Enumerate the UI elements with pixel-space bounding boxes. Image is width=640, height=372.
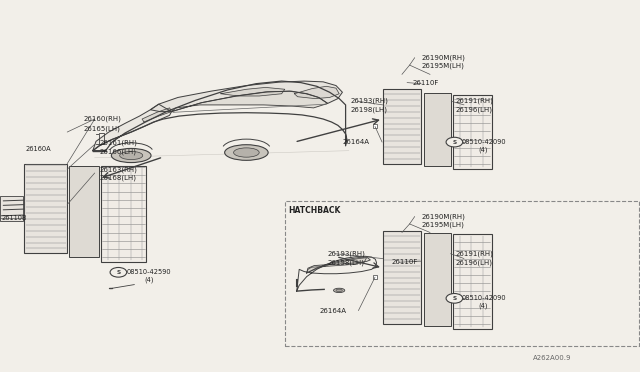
Ellipse shape [336, 289, 342, 292]
Text: 26198(LH): 26198(LH) [351, 106, 388, 113]
Polygon shape [307, 257, 371, 273]
Text: 26110F: 26110F [413, 80, 439, 86]
Ellipse shape [333, 288, 345, 292]
Polygon shape [93, 104, 172, 151]
Text: 26190M(RH): 26190M(RH) [421, 213, 465, 220]
Text: 08510-42090: 08510-42090 [462, 295, 507, 301]
Text: A262A00.9: A262A00.9 [532, 355, 571, 361]
Text: HATCHBACK: HATCHBACK [288, 206, 340, 215]
Polygon shape [221, 87, 285, 96]
Ellipse shape [225, 145, 268, 160]
Circle shape [446, 137, 463, 147]
Text: 26160(RH): 26160(RH) [83, 116, 121, 122]
Ellipse shape [120, 151, 143, 160]
Text: 26191(RH): 26191(RH) [456, 250, 493, 257]
Text: 08510-42090: 08510-42090 [462, 139, 507, 145]
Text: 26168(LH): 26168(LH) [99, 174, 136, 181]
Bar [24, 164, 67, 253]
Text: S: S [452, 140, 456, 145]
Text: 26164A: 26164A [342, 139, 369, 145]
Text: 26163(RH): 26163(RH) [99, 166, 137, 173]
Text: 26193(RH): 26193(RH) [351, 98, 388, 105]
Bar [383, 89, 421, 164]
Text: 26165(LH): 26165(LH) [83, 125, 120, 132]
Bar [424, 232, 451, 326]
Polygon shape [142, 108, 172, 122]
Text: 26191(RH): 26191(RH) [456, 98, 493, 105]
Bar [453, 234, 492, 329]
Polygon shape [172, 91, 328, 112]
Bar [0, 196, 23, 221]
Bar [285, 201, 639, 346]
Ellipse shape [111, 148, 151, 163]
Ellipse shape [234, 148, 259, 157]
Text: (4): (4) [479, 302, 488, 309]
Text: 26196(LH): 26196(LH) [456, 106, 493, 113]
Polygon shape [294, 86, 339, 99]
Text: S: S [116, 270, 120, 275]
Bar [383, 231, 421, 324]
Text: S: S [452, 296, 456, 301]
Text: 26190M(RH): 26190M(RH) [421, 54, 465, 61]
Text: 26160A: 26160A [26, 146, 51, 152]
Text: 26110F: 26110F [392, 259, 418, 265]
Polygon shape [307, 258, 367, 273]
Text: 26193(RH): 26193(RH) [328, 250, 365, 257]
Circle shape [110, 267, 127, 277]
Text: 26195M(LH): 26195M(LH) [421, 222, 464, 228]
Bar [453, 95, 492, 169]
Bar [101, 166, 146, 262]
Text: 26110B: 26110B [1, 215, 27, 221]
Text: 08510-42590: 08510-42590 [127, 269, 172, 275]
Text: 26164A: 26164A [320, 308, 347, 314]
Circle shape [446, 294, 463, 303]
Text: 26198(LH): 26198(LH) [328, 259, 365, 266]
Text: (4): (4) [479, 146, 488, 153]
Text: (4): (4) [144, 276, 154, 283]
Text: 26166(LH): 26166(LH) [99, 148, 136, 155]
Text: 26195M(LH): 26195M(LH) [421, 63, 464, 70]
Bar [424, 93, 451, 166]
Text: 26161(RH): 26161(RH) [99, 140, 137, 147]
Bar [69, 166, 99, 257]
Polygon shape [150, 81, 342, 112]
Text: 26196(LH): 26196(LH) [456, 259, 493, 266]
